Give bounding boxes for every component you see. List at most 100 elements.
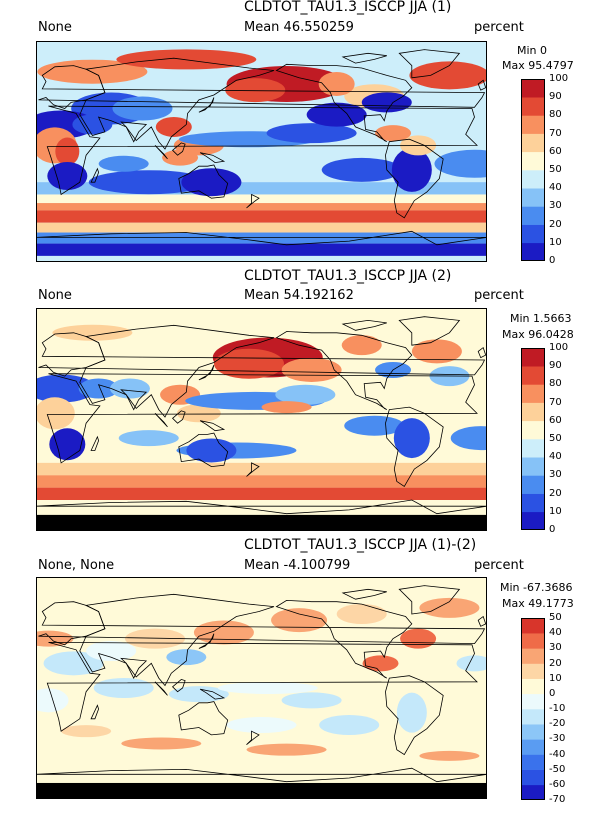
cloud-region xyxy=(37,59,148,84)
coastline xyxy=(172,678,186,693)
zonal-band xyxy=(36,475,487,488)
missing-data-region xyxy=(36,782,487,799)
colorbar-swatch xyxy=(521,709,545,725)
colorbar-swatch xyxy=(521,420,545,440)
panel-2-colorbar xyxy=(521,348,545,530)
coastline xyxy=(341,319,387,331)
colorbar-tick-label: 10 xyxy=(549,505,562,517)
colorbar-swatch xyxy=(521,170,545,189)
panel-3-units: percent xyxy=(474,558,524,573)
cloud-region xyxy=(162,149,199,166)
colorbar-tick-label: 100 xyxy=(549,73,569,84)
colorbar-swatch xyxy=(521,97,545,116)
cloud-region xyxy=(213,348,284,379)
colorbar-tick-label: 20 xyxy=(549,218,562,230)
cloud-region xyxy=(109,378,150,399)
coastline xyxy=(198,97,215,113)
cloud-region xyxy=(450,426,487,451)
colorbar-swatch xyxy=(521,224,545,244)
coastline xyxy=(154,145,168,160)
cloud-region xyxy=(456,655,487,672)
coastline xyxy=(477,615,487,627)
zonal-band xyxy=(36,222,487,233)
colorbar-swatch xyxy=(521,693,545,710)
coastline xyxy=(398,585,461,615)
colorbar-tick-label: -20 xyxy=(549,718,566,730)
cloud-region xyxy=(318,71,355,96)
coastline xyxy=(154,413,168,428)
panel-2-variable-label: None xyxy=(38,288,72,303)
zonal-band xyxy=(36,194,487,204)
colorbar-tick-label: 20 xyxy=(549,487,562,499)
panel-3-min: Min -67.3686 xyxy=(500,581,573,594)
colorbar-tick-label: 10 xyxy=(549,236,562,248)
coastline xyxy=(46,373,478,464)
panel-2-max: Max 96.0428 xyxy=(502,328,574,341)
colorbar-tick-label: -30 xyxy=(549,733,566,745)
panel-1-map xyxy=(36,41,487,262)
colorbar-tick-label: -40 xyxy=(549,748,566,760)
panel-1-title: CLDTOT_TAU1.3_ISCCP JJA (1) xyxy=(244,0,452,15)
colorbar-swatch xyxy=(521,663,545,679)
colorbar-swatch xyxy=(521,724,545,740)
coastline xyxy=(36,499,487,515)
colorbar-tick-label: 30 xyxy=(549,200,562,212)
coastline xyxy=(46,105,478,196)
coastline xyxy=(275,599,413,679)
coastline xyxy=(120,121,148,143)
colorbar-tick-label: 50 xyxy=(549,433,562,444)
colorbar-tick-label: 90 xyxy=(549,360,562,372)
coastline xyxy=(477,79,487,91)
colorbar-swatch xyxy=(521,439,545,458)
cloud-region xyxy=(93,678,154,698)
coastline xyxy=(46,642,478,732)
colorbar-swatch xyxy=(521,493,545,513)
cloud-region xyxy=(266,123,357,144)
coastline xyxy=(246,730,260,746)
panel-1-colorbar xyxy=(521,79,545,261)
coastline xyxy=(341,588,387,600)
coastline xyxy=(178,432,229,468)
panel-3-max: Max 49.1773 xyxy=(502,597,574,610)
map-frame xyxy=(36,41,487,262)
missing-data-region xyxy=(36,514,487,531)
cloud-region xyxy=(271,608,328,633)
cloud-region xyxy=(281,357,342,382)
cloud-region xyxy=(43,651,104,676)
panel-2-map xyxy=(36,308,487,531)
colorbar-swatch xyxy=(521,457,545,476)
coastline xyxy=(199,688,226,700)
panel-1-min: Min 0 xyxy=(517,44,548,57)
coastline xyxy=(90,167,100,183)
cloud-region xyxy=(78,378,119,399)
colorbar-swatch xyxy=(521,511,545,530)
coastline xyxy=(341,52,387,64)
panel-3-colorbar xyxy=(521,618,545,800)
cloud-region xyxy=(336,604,387,624)
colorbar-frame xyxy=(521,618,545,800)
cloud-region xyxy=(344,415,405,436)
cloud-region xyxy=(275,384,336,405)
coastline xyxy=(246,462,260,477)
coastline xyxy=(178,164,229,199)
cloud-region xyxy=(55,137,80,166)
colorbar-tick-label: -50 xyxy=(549,763,566,775)
colorbar-swatch xyxy=(521,618,545,634)
colorbar-swatch xyxy=(521,402,545,422)
colorbar-tick-label: 70 xyxy=(549,396,562,408)
cloud-region xyxy=(409,61,487,90)
panel-1-mean: Mean 46.550259 xyxy=(244,20,354,35)
cloud-region xyxy=(341,335,382,356)
coastline xyxy=(120,657,148,679)
panel-3-mean: Mean -4.100799 xyxy=(244,558,351,573)
cloud-region xyxy=(47,162,88,191)
cloud-region xyxy=(281,692,342,709)
coastline xyxy=(36,767,487,783)
zonal-band xyxy=(36,210,487,223)
coastline xyxy=(154,681,168,696)
colorbar-tick-label: 60 xyxy=(549,145,562,157)
coastline xyxy=(178,701,229,736)
cloud-region xyxy=(36,397,75,430)
cloud-region xyxy=(98,155,149,172)
zonal-band xyxy=(36,243,487,256)
